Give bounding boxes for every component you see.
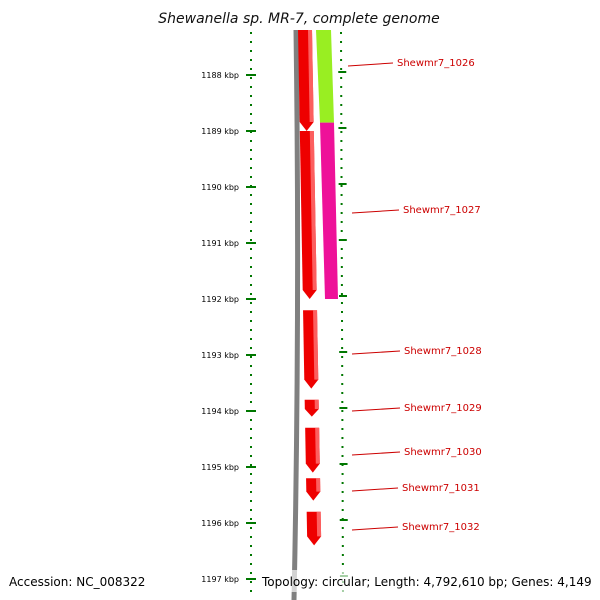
- axis-tick-label: 1189 kbp: [201, 127, 239, 136]
- gene-label-leader: [351, 350, 401, 355]
- gene-label: Shewmr7_1028: [404, 346, 482, 357]
- gene-label-leader: [351, 407, 401, 412]
- feature-track: [316, 30, 338, 299]
- footer-backdrop: [258, 570, 600, 592]
- right-dotted-guide: [340, 31, 344, 597]
- gene-label-leader: [351, 487, 399, 492]
- cds-arrow-highlight: [316, 511, 322, 537]
- axis-tick-label: 1188 kbp: [201, 71, 239, 80]
- gene-label-leader: [351, 209, 400, 214]
- axis-tick-label: 1190 kbp: [201, 183, 239, 192]
- gene-label-leader: [351, 526, 399, 531]
- cds-arrow-highlight: [309, 131, 317, 290]
- gene-label: Shewmr7_1026: [397, 58, 475, 69]
- axis-tick-label: 1195 kbp: [201, 463, 239, 472]
- cds-arrow-highlight: [313, 310, 319, 380]
- cds-arrow-highlight: [315, 427, 320, 464]
- cds-track: [298, 30, 322, 546]
- gene-label: Shewmr7_1030: [404, 447, 482, 458]
- axis-tick-label: 1192 kbp: [201, 295, 239, 304]
- axis-tick-label: 1197 kbp: [201, 575, 239, 584]
- gene-label: Shewmr7_1027: [403, 205, 481, 216]
- gene-label-leader: [351, 451, 401, 456]
- gene-labels: Shewmr7_1026 Shewmr7_1027 Shewmr7_1028 Shew…: [347, 58, 482, 533]
- gene-label: Shewmr7_1029: [404, 403, 482, 414]
- axis-tick-label: 1191 kbp: [201, 239, 239, 248]
- cds-arrow-highlight: [308, 30, 314, 122]
- gene-label-leader: [347, 62, 394, 67]
- axis-tick-label: 1194 kbp: [201, 407, 239, 416]
- axis-tick-label: 1196 kbp: [201, 519, 239, 528]
- feature-block-lime: [316, 30, 334, 123]
- gene-label: Shewmr7_1032: [402, 522, 480, 533]
- genome-backbone: [291, 29, 301, 600]
- feature-block-magenta: [320, 122, 338, 299]
- cds-arrow-highlight: [316, 478, 321, 492]
- topology-text: Topology: circular; Length: 4,792,610 bp…: [261, 575, 592, 589]
- axis-tick-label: 1193 kbp: [201, 351, 239, 360]
- backbone-arc: [291, 29, 301, 600]
- cds-arrow-highlight: [314, 399, 319, 410]
- accession-text: Accession: NC_008322: [9, 575, 145, 589]
- map-title: Shewanella sp. MR-7, complete genome: [158, 11, 439, 27]
- gene-label: Shewmr7_1031: [402, 483, 480, 494]
